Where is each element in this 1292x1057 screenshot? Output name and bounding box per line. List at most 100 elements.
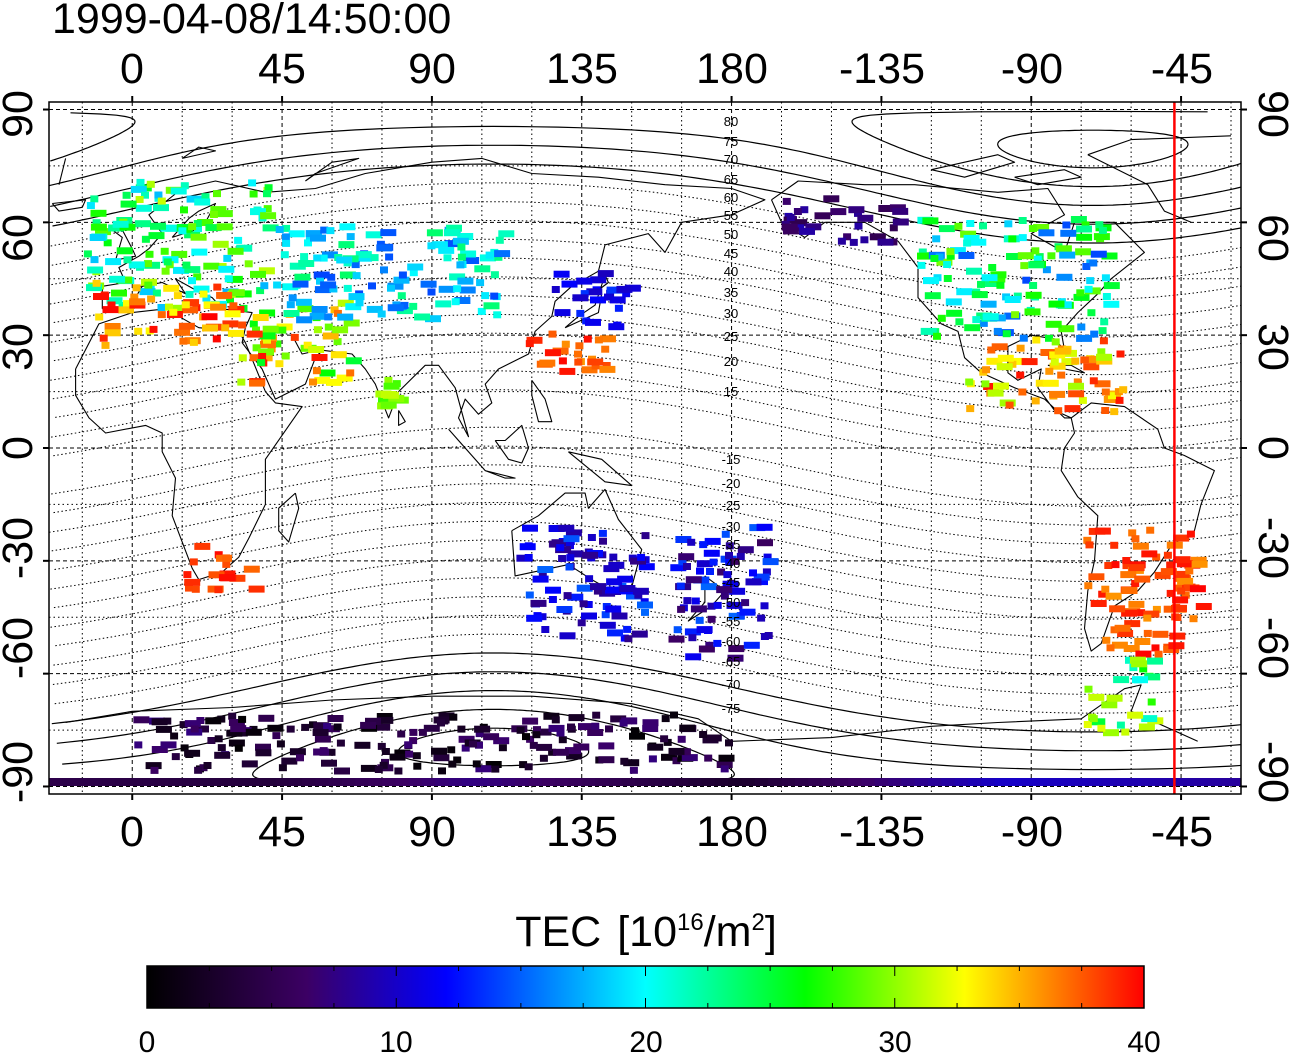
tec-cell: [99, 334, 108, 342]
tec-cell: [246, 330, 263, 338]
tec-cell: [289, 262, 306, 270]
tec-cell: [153, 204, 169, 212]
tec-cell: [188, 277, 196, 285]
tec-cell: [243, 565, 260, 573]
tec-cell: [1035, 379, 1044, 387]
tec-cell: [365, 231, 382, 239]
tec-cell: [1154, 650, 1163, 658]
lon-tick-bottom-0: 0: [120, 808, 144, 856]
tec-cell: [1076, 334, 1093, 342]
tec-cell: [987, 389, 1004, 397]
tec-cell: [324, 313, 333, 321]
tec-cell: [954, 222, 963, 230]
tec-cell: [1078, 396, 1087, 404]
tec-cell: [611, 612, 628, 620]
tec-cell: [405, 750, 414, 758]
tec-cell: [89, 778, 103, 786]
tec-cell: [786, 214, 795, 221]
tec-cell: [250, 270, 266, 278]
tec-cell: [400, 301, 409, 309]
tec-cell: [228, 719, 245, 726]
tec-cell: [591, 722, 600, 730]
tec-cell: [1094, 380, 1111, 388]
tec-cell: [337, 313, 354, 321]
tec-cell: [437, 719, 445, 727]
tec-cell: [532, 731, 541, 739]
tec-cell: [1083, 536, 1092, 544]
tec-cell: [49, 778, 63, 786]
tec-cell: [135, 196, 144, 203]
tec-cell: [218, 574, 235, 582]
tec-cell: [608, 323, 625, 331]
tec-cell: [1099, 337, 1108, 345]
coastline-path: [58, 135, 1232, 223]
tec-cell: [1051, 338, 1060, 346]
tec-cell: [360, 721, 377, 729]
tec-cell: [641, 608, 649, 616]
tec-cell: [385, 253, 394, 261]
tec-cell: [598, 742, 615, 750]
tec-cell: [173, 292, 182, 300]
tec-cell: [594, 336, 603, 344]
tec-cell: [149, 325, 158, 333]
tec-cell: [262, 778, 277, 786]
tec-cell: [683, 597, 692, 605]
maglat-label: -30: [722, 519, 741, 534]
tec-cell: [1129, 656, 1146, 664]
tec-cell: [1018, 217, 1027, 224]
tec-cell: [476, 279, 485, 287]
tec-cell: [374, 723, 391, 731]
tec-cell: [105, 258, 122, 266]
tec-cell: [227, 247, 244, 255]
tec-cell: [425, 315, 441, 323]
tec-cell: [160, 247, 169, 255]
maglat-label: -15: [722, 452, 741, 467]
tec-cell: [917, 252, 933, 260]
tec-cell: [830, 208, 847, 216]
tec-cell: [1116, 350, 1125, 358]
tec-cell: [205, 717, 222, 725]
tec-cell: [185, 584, 193, 592]
tec-cell: [584, 601, 593, 608]
tec-cell: [698, 645, 715, 653]
tec-cell: [248, 778, 263, 786]
tec-cell: [1096, 357, 1113, 365]
tec-cell: [1028, 261, 1045, 269]
tec-cell: [949, 247, 966, 255]
magnetic-contour: [54, 501, 1241, 582]
tec-cell: [258, 267, 275, 275]
tec-cell: [377, 742, 386, 750]
tec-cell: [288, 778, 303, 786]
tec-cell: [252, 344, 261, 352]
tec-cell: [675, 536, 692, 543]
tec-cell: [683, 563, 691, 570]
tec-cell: [183, 571, 192, 579]
tec-cell: [457, 725, 466, 733]
tec-cell: [568, 714, 585, 722]
tec-cell: [1123, 645, 1140, 652]
tec-cell: [395, 778, 410, 786]
tec-cell: [675, 778, 689, 786]
tec-cell: [741, 599, 750, 607]
tec-cell: [384, 376, 393, 384]
tec-cell: [1033, 224, 1050, 231]
tec-cell: [1152, 630, 1169, 638]
coastline-path: [564, 274, 609, 329]
tec-cell: [532, 575, 549, 583]
tec-cell: [312, 367, 321, 375]
tec-cell: [805, 223, 822, 231]
tec-cell: [739, 608, 756, 616]
maglat-label: -75: [722, 701, 741, 716]
tec-cell: [217, 744, 226, 752]
tec-cell: [229, 302, 238, 310]
tec-cell: [423, 724, 440, 732]
tec-cell: [681, 754, 698, 762]
tec-cell: [617, 575, 634, 583]
tec-cell: [1058, 325, 1075, 333]
tec-cell: [970, 238, 987, 246]
lat-tick-right-2: 30: [1249, 323, 1292, 371]
tec-cell: [1090, 330, 1099, 338]
tec-cell: [522, 717, 539, 725]
tec-cell: [370, 254, 379, 262]
tec-cell: [223, 254, 232, 262]
